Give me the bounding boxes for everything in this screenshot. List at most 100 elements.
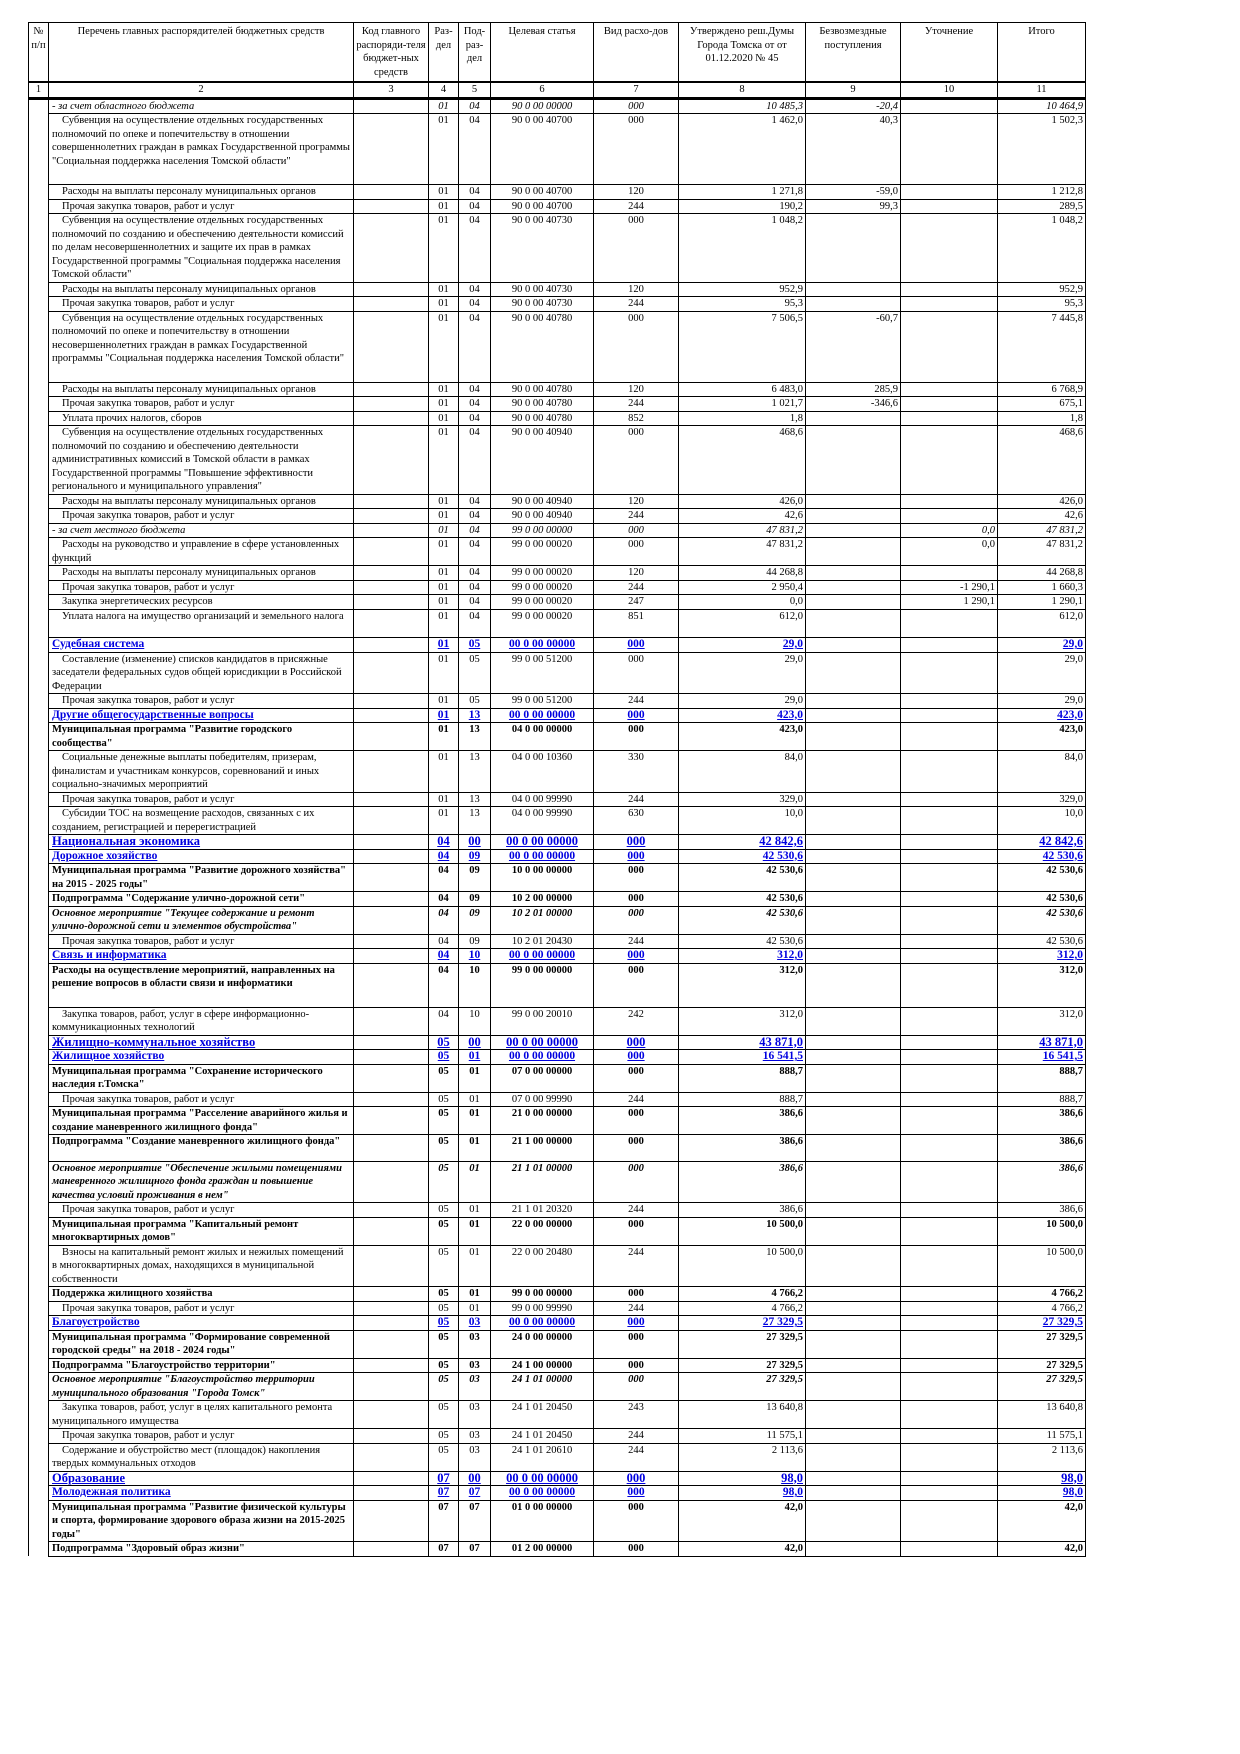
section-code: 05 xyxy=(428,1372,459,1401)
recipient-code xyxy=(353,1442,429,1472)
recipient-code xyxy=(353,1134,429,1162)
recipient-code xyxy=(353,296,429,312)
table-row: Расходы на выплаты персоналу муниципальн… xyxy=(28,281,1086,297)
table-row: Расходы на выплаты персоналу муниципальн… xyxy=(28,184,1086,200)
recipient-name: Содержание и обустройство мест (площадок… xyxy=(48,1442,354,1472)
subsection-code: 10 xyxy=(458,962,491,1008)
target-article: 90 0 00 40780 xyxy=(490,396,594,412)
expense-type: 244 xyxy=(593,579,679,595)
approved-amount: 1 462,0 xyxy=(678,113,806,185)
recipient-code xyxy=(353,1091,429,1107)
subsection-code: 01 xyxy=(458,1134,491,1162)
total-amount: 312,0 xyxy=(997,962,1086,1008)
adjustment-amount xyxy=(900,113,998,185)
expense-type: 000 xyxy=(593,1499,679,1542)
section-code: 01 xyxy=(428,381,459,397)
expense-type: 120 xyxy=(593,381,679,397)
recipient-code xyxy=(353,651,429,694)
target-article: 04 0 00 00000 xyxy=(490,722,594,751)
section-code: 07 xyxy=(428,1541,459,1557)
section-code: 04 xyxy=(428,1006,459,1036)
recipient-code xyxy=(353,1541,429,1557)
table-row: Прочая закупка товаров, работ и услуг 01 0… xyxy=(28,508,1086,524)
header-grants: Безвозмездные поступления xyxy=(805,22,901,83)
column-number: 8 xyxy=(678,81,806,100)
grants-amount xyxy=(805,637,901,653)
column-number: 9 xyxy=(805,81,901,100)
expense-type: 000 xyxy=(593,848,679,864)
total-amount: 386,6 xyxy=(997,1202,1086,1218)
row-number-cell xyxy=(28,792,49,807)
approved-amount: 98,0 xyxy=(678,1470,806,1486)
subsection-code: 05 xyxy=(458,651,491,694)
recipient-name: Прочая закупка товаров, работ и услуг xyxy=(48,1091,354,1107)
target-article: 24 1 01 20610 xyxy=(490,1442,594,1472)
approved-amount: 426,0 xyxy=(678,493,806,509)
expense-type: 000 xyxy=(593,113,679,185)
total-amount: 27 329,5 xyxy=(997,1329,1086,1359)
adjustment-amount xyxy=(900,198,998,214)
total-amount: 84,0 xyxy=(997,750,1086,793)
expense-type: 120 xyxy=(593,281,679,297)
adjustment-amount xyxy=(900,425,998,495)
adjustment-amount xyxy=(900,296,998,312)
grants-amount xyxy=(805,722,901,751)
row-number-cell xyxy=(28,1007,49,1035)
recipient-code xyxy=(353,1244,429,1287)
approved-amount: 27 329,5 xyxy=(678,1329,806,1359)
grants-amount xyxy=(805,1216,901,1246)
table-row: Судебная система 01 05 00 0 00 00000 000 29,0… xyxy=(28,637,1086,653)
adjustment-amount xyxy=(900,396,998,412)
total-amount: 29,0 xyxy=(997,637,1086,653)
subsection-code: 01 xyxy=(458,1244,491,1287)
expense-type: 244 xyxy=(593,1300,679,1316)
total-amount: 95,3 xyxy=(997,296,1086,312)
recipient-code xyxy=(353,184,429,200)
table-row: Муниципальная программа "Формирование со… xyxy=(28,1329,1086,1359)
grants-amount xyxy=(805,493,901,509)
target-article: 04 0 00 10360 xyxy=(490,750,594,793)
total-amount: 42 842,6 xyxy=(997,834,1086,850)
table-row: Национальная экономика 04 00 00 0 00 00000 0… xyxy=(28,834,1086,850)
target-article: 24 1 01 20450 xyxy=(490,1400,594,1429)
expense-type: 244 xyxy=(593,693,679,709)
row-number-cell xyxy=(28,594,49,609)
table-row: Расходы на выплаты персоналу муниципальн… xyxy=(28,493,1086,509)
table-row: Расходы на выплаты персоналу муниципальн… xyxy=(28,565,1086,581)
total-amount: 1 502,3 xyxy=(997,113,1086,185)
approved-amount: 386,6 xyxy=(678,1160,806,1203)
grants-amount xyxy=(805,1300,901,1316)
section-code: 04 xyxy=(428,891,459,907)
expense-type: 000 xyxy=(593,1485,679,1501)
section-code: 05 xyxy=(428,1091,459,1107)
table-row: Муниципальная программа "Развитие физиче… xyxy=(28,1499,1086,1542)
subsection-code: 03 xyxy=(458,1442,491,1472)
recipient-code xyxy=(353,1470,429,1486)
recipient-name: Муниципальная программа "Сохранение исто… xyxy=(48,1063,354,1093)
recipient-name: Муниципальная программа "Расселение авар… xyxy=(48,1106,354,1135)
row-number-cell xyxy=(28,199,49,214)
grants-amount xyxy=(805,1202,901,1218)
total-amount: 10,0 xyxy=(997,806,1086,835)
section-code: 01 xyxy=(428,508,459,524)
table-row: Расходы на осуществление мероприятий, на… xyxy=(28,962,1086,1008)
adjustment-amount xyxy=(900,1485,998,1501)
target-article: 99 0 00 00000 xyxy=(490,962,594,1008)
recipient-name: Прочая закупка товаров, работ и услуг xyxy=(48,579,354,595)
adjustment-amount xyxy=(900,1134,998,1162)
section-code: 05 xyxy=(428,1428,459,1444)
recipient-code xyxy=(353,579,429,595)
subsection-code: 09 xyxy=(458,933,491,949)
expense-type: 000 xyxy=(593,651,679,694)
recipient-code xyxy=(353,1315,429,1331)
target-article: 22 0 00 00000 xyxy=(490,1216,594,1246)
total-amount: 1 660,3 xyxy=(997,579,1086,595)
target-article: 00 0 00 00000 xyxy=(490,637,594,653)
recipient-code xyxy=(353,1006,429,1036)
recipient-name: Субвенция на осуществление отдельных гос… xyxy=(48,425,354,495)
subsection-code: 04 xyxy=(458,198,491,214)
expense-type: 630 xyxy=(593,806,679,835)
approved-amount: 42,0 xyxy=(678,1499,806,1542)
subsection-code: 04 xyxy=(458,508,491,524)
approved-amount: 84,0 xyxy=(678,750,806,793)
